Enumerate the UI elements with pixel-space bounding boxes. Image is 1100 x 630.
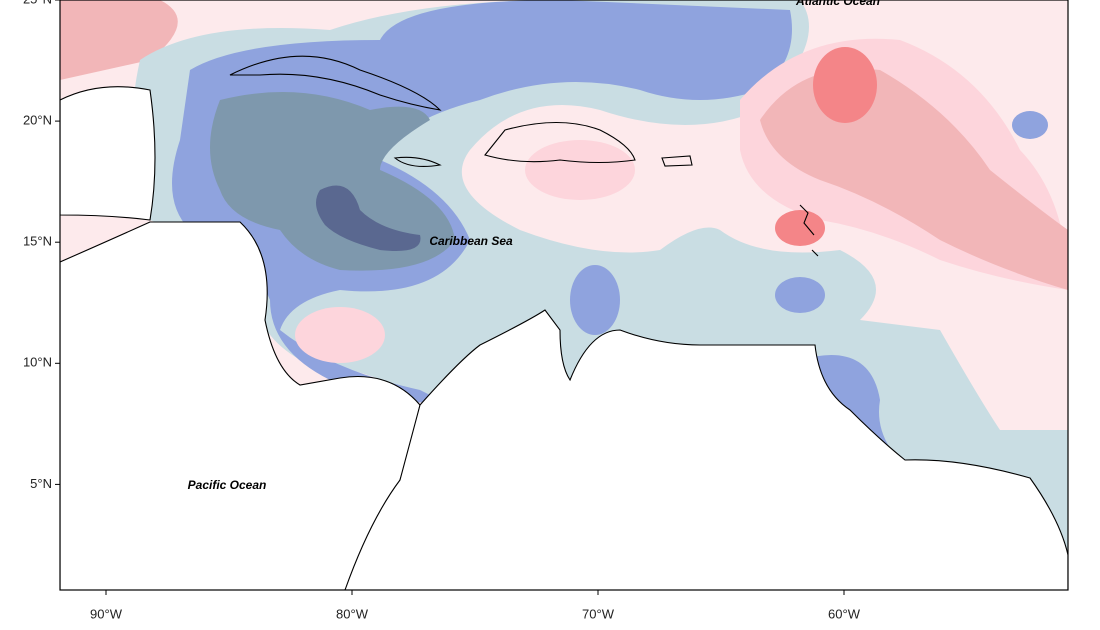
lon-tick-label: 70°W [582,606,615,621]
field-blue-spot [570,265,620,335]
lat-tick-label: 10°N [23,355,52,370]
field-blue-spot [775,277,825,313]
island-antilles [799,204,819,257]
island-cuba [229,55,442,111]
land-mexico [60,86,156,221]
field-peak [813,47,877,123]
island-puerto-rico [661,155,693,167]
ocean-label: Caribbean Sea [429,234,513,248]
field-peak [775,210,825,246]
island-hispaniola [484,121,636,164]
ocean-label: Pacific Ocean [188,478,267,492]
lon-tick-label: 90°W [90,606,123,621]
field-red [760,68,1068,290]
lat-tick-label: 15°N [23,234,52,249]
ocean-label: Atlantic Ocean [795,0,880,8]
lon-tick-label: 80°W [336,606,369,621]
anomaly-field [60,0,1068,590]
field-dark [316,185,421,251]
frame [59,0,1069,591]
lon-tick-label: 60°W [828,606,861,621]
lat-tick-label: 5°N [30,476,52,491]
land-south-america [344,309,1068,590]
lat-tick-label: 25°N [23,0,52,6]
field-blue-spot [1012,111,1048,139]
field-grey-blue [210,92,455,271]
lat-tick-label: 20°N [23,113,52,128]
island-jamaica [393,156,442,167]
field-pink-spot [525,140,635,200]
field-pink-spot [295,307,385,363]
